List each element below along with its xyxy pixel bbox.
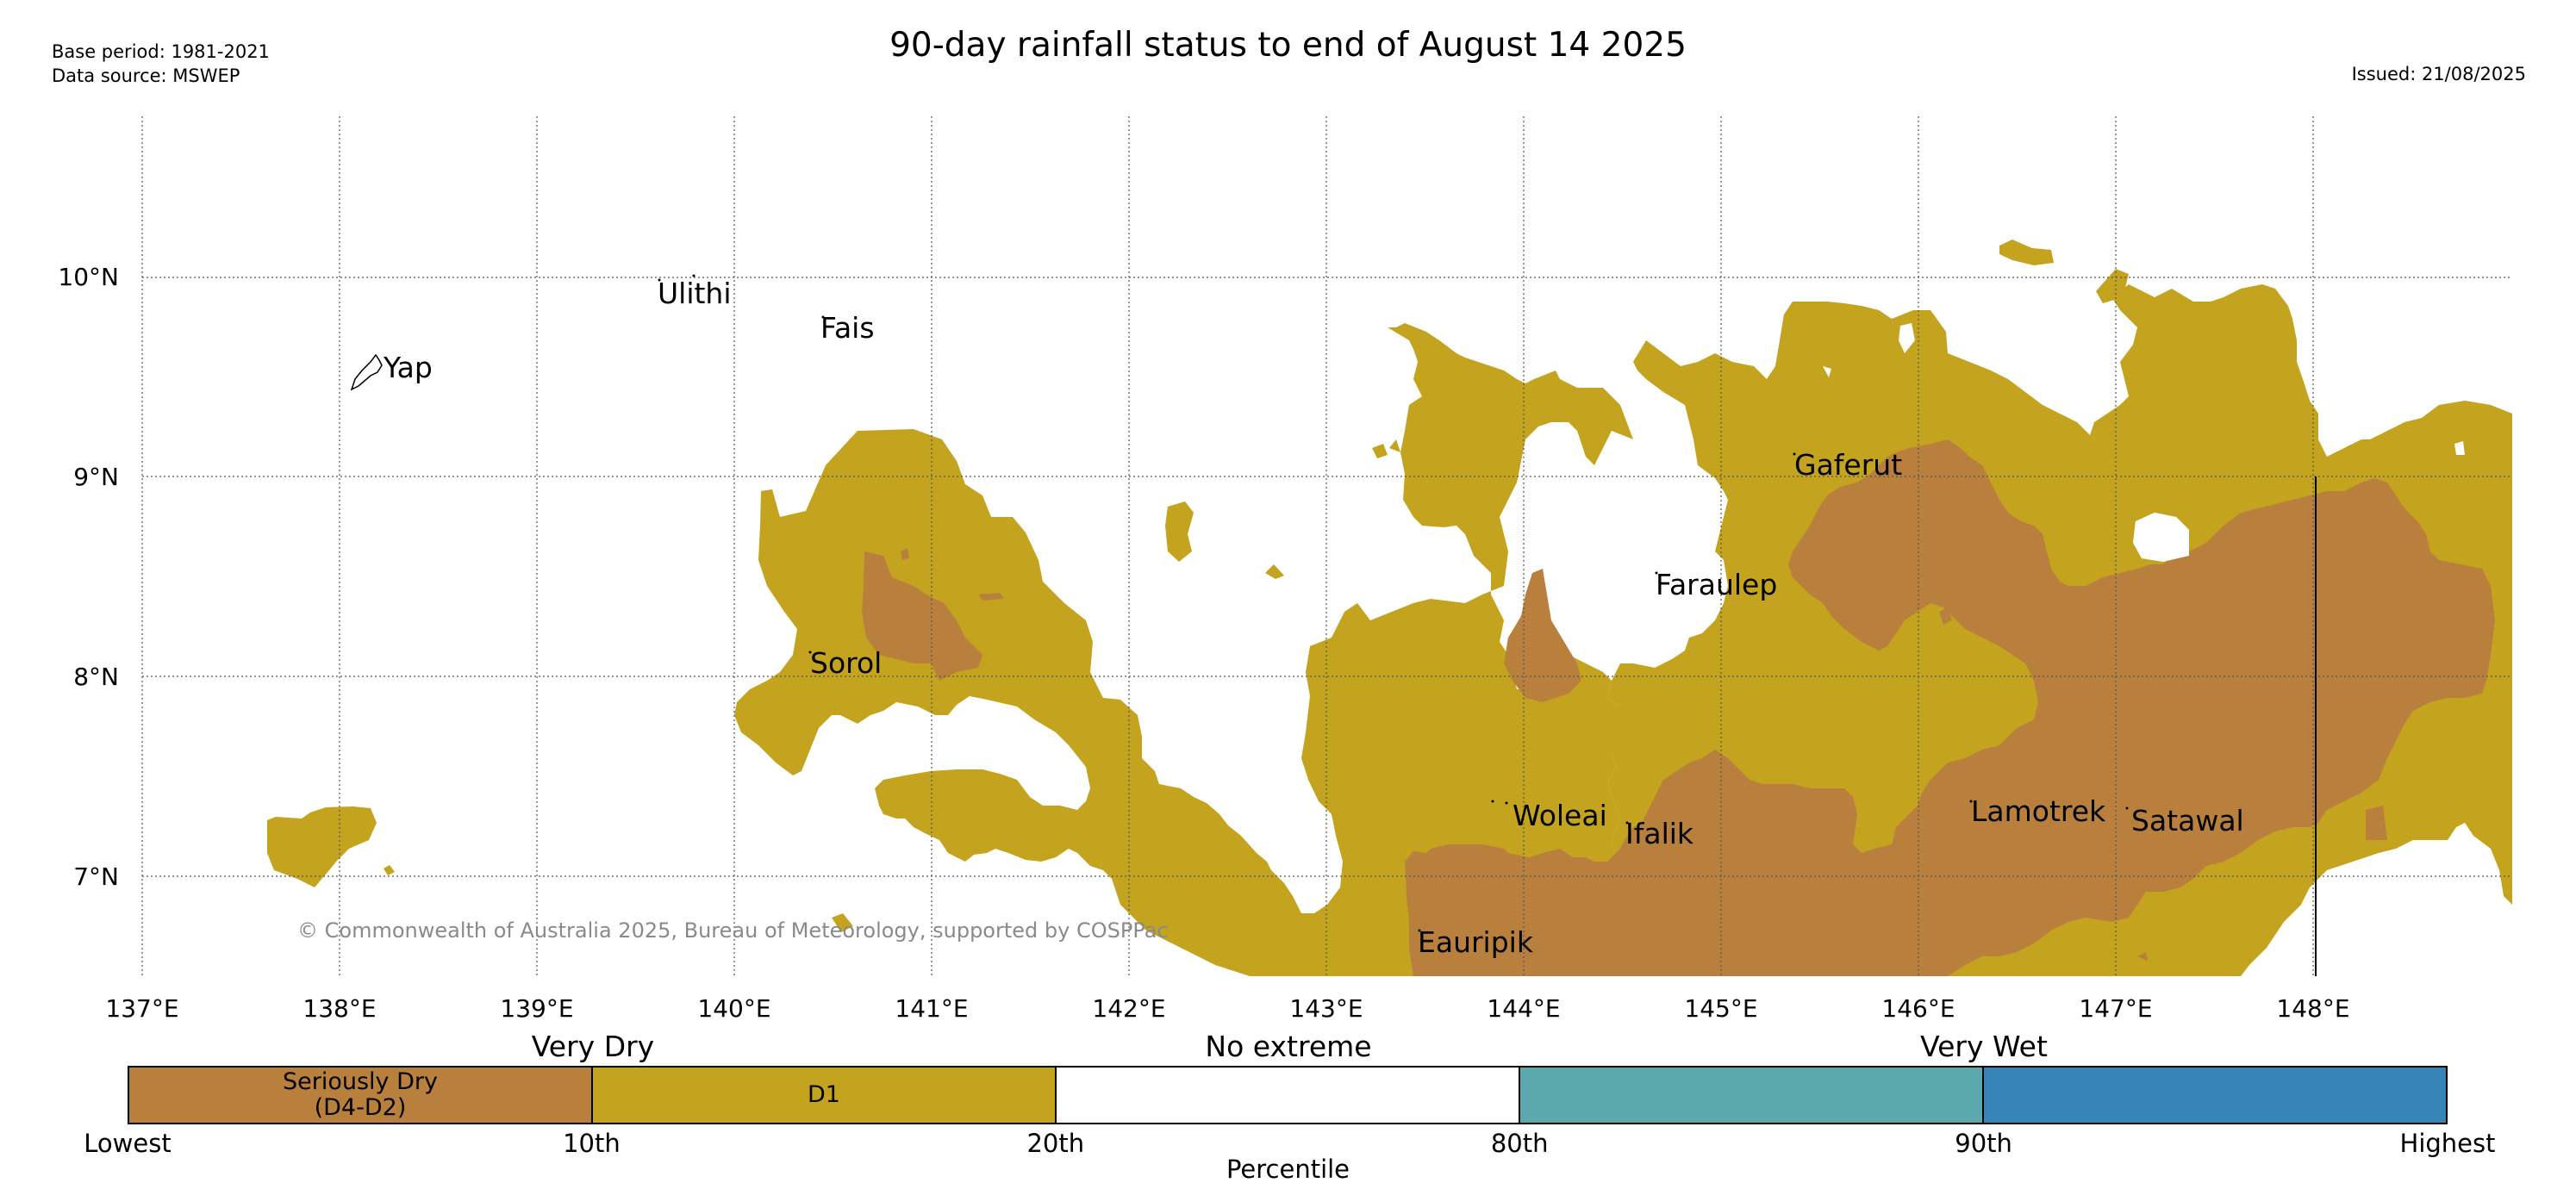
legend-colorbar: Seriously Dry (D4-D2) D1 (128, 1066, 2448, 1124)
place-eauripik: Eauripik (1418, 925, 1534, 959)
lon-label: 148°E (2276, 994, 2349, 1023)
place-satawal: Satawal (2131, 804, 2244, 837)
legend-categories: Very Dry No extreme Very Wet (129, 1030, 2448, 1064)
legend-segment-seriously-dry: Seriously Dry (D4-D2) (129, 1068, 593, 1123)
legend-axis-label: Percentile (1226, 1155, 1350, 1184)
lat-label: 9°N (73, 463, 119, 491)
lon-label: 146°E (1881, 994, 1955, 1023)
lon-label: 142°E (1092, 994, 1165, 1023)
data-source: Data source: MSWEP (52, 65, 240, 86)
place-ulithi: Ulithi (658, 277, 732, 310)
legend-tick: 90th (1955, 1129, 2012, 1158)
lon-label: 137°E (105, 994, 178, 1023)
lat-label: 8°N (73, 663, 119, 691)
lat-label: 7°N (73, 862, 119, 891)
place-lamotrek: Lamotrek (1971, 794, 2106, 828)
lon-label: 143°E (1289, 994, 1363, 1023)
lon-label: 138°E (303, 994, 376, 1023)
legend-tick: Lowest (84, 1129, 172, 1158)
map-title: 90-day rainfall status to end of August … (889, 26, 1687, 65)
base-period: Base period: 1981-2021 (52, 41, 270, 62)
lat-label: 10°N (58, 263, 119, 291)
legend-ticks: Lowest 10th 20th 80th 90th Highest (84, 1129, 2495, 1160)
legend-tick: Highest (2399, 1129, 2496, 1158)
place-fais: Fais (820, 311, 875, 345)
issued-date: Issued: 21/08/2025 (2351, 64, 2526, 84)
lon-label: 144°E (1487, 994, 1560, 1023)
legend-tick: 80th (1490, 1129, 1549, 1158)
place-faraulep: Faraulep (1656, 568, 1777, 601)
yap-island (350, 353, 383, 391)
legend-category: Very Dry (531, 1030, 655, 1063)
metadata: Base period: 1981-2021 Data source: MSWE… (52, 40, 270, 88)
legend-category: No extreme (1205, 1030, 1372, 1063)
island-dots (658, 274, 2129, 932)
legend-tick: 20th (1026, 1129, 1085, 1158)
place-sorol: Sorol (810, 646, 882, 680)
lon-label: 140°E (697, 994, 770, 1023)
segment-label: Seriously Dry (283, 1068, 438, 1095)
lon-label: 139°E (500, 994, 573, 1023)
copyright-notice: © Commonwealth of Australia 2025, Bureau… (297, 918, 1169, 943)
lon-label: 145°E (1684, 994, 1757, 1023)
legend-category: Very Wet (1920, 1030, 2048, 1063)
place-gaferut: Gaferut (1794, 448, 1902, 482)
legend-segment-wet (1520, 1068, 1984, 1123)
place-ifalik: Ifalik (1625, 817, 1694, 850)
legend-segment-d1: D1 (593, 1068, 1057, 1123)
grid-lines (141, 116, 2512, 976)
rainfall-map: Yap Ulithi Fais Gaferut Faraulep Sorol W… (58, 116, 2512, 1023)
legend-segment-no-extreme (1057, 1068, 1520, 1123)
segment-label: D1 (808, 1081, 840, 1108)
segment-sublabel: (D4-D2) (314, 1094, 407, 1121)
place-woleai: Woleai (1513, 799, 1607, 832)
place-yap: Yap (383, 351, 433, 384)
lon-label: 147°E (2079, 994, 2152, 1023)
lon-label: 141°E (895, 994, 968, 1023)
legend-tick: 10th (563, 1129, 621, 1158)
legend-segment-very-wet (1984, 1068, 2446, 1123)
